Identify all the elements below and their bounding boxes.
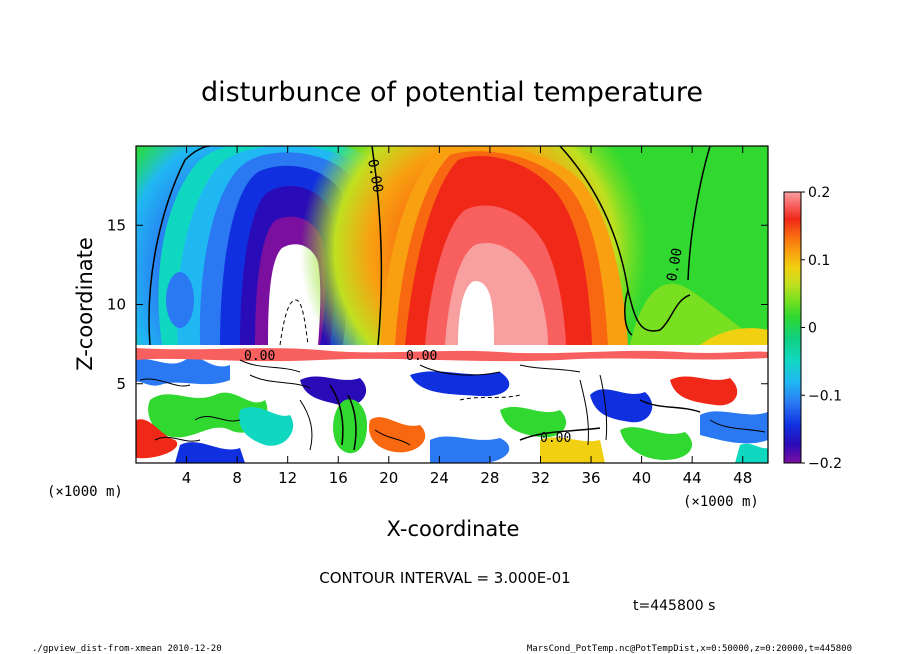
x-unit-right: (×1000 m) <box>683 494 759 510</box>
colorbar <box>783 191 802 464</box>
y-tick-label: 10 <box>107 296 126 314</box>
x-tick-label: 32 <box>531 469 550 487</box>
x-tick-label: 4 <box>182 469 192 487</box>
footer-right: MarsCond_PotTemp.nc@PotTempDist,x=0:5000… <box>527 644 852 654</box>
colorbar-tick-label: −0.2 <box>808 456 842 472</box>
x-unit-left: (×1000 m) <box>47 484 123 500</box>
colorbar-tick-label: 0 <box>808 321 817 337</box>
y-axis: 5 10 15 <box>107 216 768 393</box>
chart-title: disturbunce of potential temperature <box>201 77 703 108</box>
colorbar-ticks: 0.2 0.1 0 −0.1 −0.2 <box>801 185 842 472</box>
x-axis: 4 8 12 16 20 24 28 32 36 40 44 48 <box>182 146 752 487</box>
y-axis-label: Z-coordinate <box>73 237 97 371</box>
contour-label: 0.00 <box>244 349 275 364</box>
x-tick-label: 8 <box>232 469 242 487</box>
colorbar-tick-label: −0.1 <box>808 388 842 404</box>
lower-turbulent-layer <box>136 345 768 463</box>
x-tick-label: 40 <box>632 469 651 487</box>
time-text: t=445800 s <box>633 598 715 614</box>
y-tick-label: 15 <box>107 216 126 234</box>
heatmap-field: 0.00 0.00 0.00 0.00 0.00 <box>136 146 768 463</box>
x-tick-label: 36 <box>581 469 600 487</box>
contour-label: 0.00 <box>406 349 437 364</box>
x-axis-label: X-coordinate <box>387 517 520 541</box>
x-tick-label: 16 <box>329 469 348 487</box>
contour-interval-text: CONTOUR INTERVAL = 3.000E-01 <box>319 569 570 587</box>
contour-label-group: 0.00 0.00 0.00 0.00 0.00 <box>244 158 686 446</box>
contour-lines <box>139 146 766 451</box>
x-tick-label: 24 <box>430 469 449 487</box>
x-tick-label: 28 <box>480 469 499 487</box>
x-tick-label: 44 <box>683 469 702 487</box>
footer-left: ./gpview_dist-from-xmean 2010-12-20 <box>32 644 222 654</box>
contour-label: 0.00 <box>664 247 686 283</box>
x-tick-label: 12 <box>278 469 297 487</box>
warm-plume <box>300 146 768 425</box>
colorbar-tick-label: 0.2 <box>808 185 830 201</box>
contour-label: 0.00 <box>364 158 386 194</box>
y-tick-label: 5 <box>116 375 126 393</box>
x-tick-label: 48 <box>733 469 752 487</box>
colorbar-tick-label: 0.1 <box>808 253 830 269</box>
contour-label: 0.00 <box>540 431 571 446</box>
x-tick-label: 20 <box>379 469 398 487</box>
